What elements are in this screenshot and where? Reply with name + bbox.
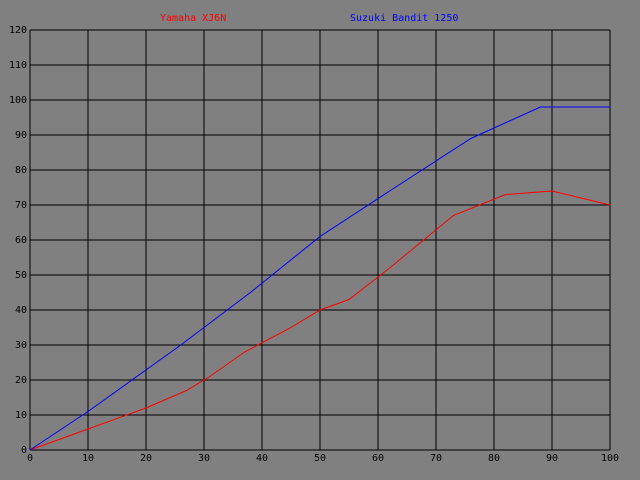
legend-label: Suzuki Bandit 1250 xyxy=(350,13,458,24)
x-tick-label: 60 xyxy=(372,453,384,464)
y-tick-label: 90 xyxy=(15,130,27,141)
y-tick-label: 70 xyxy=(15,200,27,211)
x-tick-label: 70 xyxy=(430,453,442,464)
x-tick-label: 20 xyxy=(140,453,152,464)
y-tick-label: 120 xyxy=(9,25,27,36)
y-tick-label: 40 xyxy=(15,305,27,316)
y-tick-label: 100 xyxy=(9,95,27,106)
x-tick-label: 100 xyxy=(601,453,619,464)
y-tick-label: 80 xyxy=(15,165,27,176)
x-tick-label: 10 xyxy=(82,453,94,464)
x-tick-label: 0 xyxy=(27,453,33,464)
x-tick-label: 40 xyxy=(256,453,268,464)
x-tick-label: 90 xyxy=(546,453,558,464)
y-tick-label: 110 xyxy=(9,60,27,71)
x-tick-label: 30 xyxy=(198,453,210,464)
y-tick-label: 60 xyxy=(15,235,27,246)
x-tick-label: 50 xyxy=(314,453,326,464)
y-tick-label: 10 xyxy=(15,410,27,421)
line xyxy=(29,190,611,451)
y-tick-label: 30 xyxy=(15,340,27,351)
line xyxy=(29,106,610,451)
legend-label: Yamaha XJ6N xyxy=(160,13,226,24)
y-tick-label: 50 xyxy=(15,270,27,281)
y-tick-label: 0 xyxy=(21,445,27,456)
y-tick-label: 20 xyxy=(15,375,27,386)
x-tick-label: 80 xyxy=(488,453,500,464)
